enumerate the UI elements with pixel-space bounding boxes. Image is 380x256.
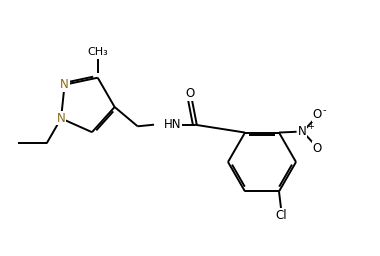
Text: O: O	[313, 142, 322, 155]
Text: N: N	[298, 125, 307, 138]
Text: O: O	[185, 87, 195, 100]
Text: -: -	[322, 105, 326, 115]
Text: N: N	[57, 112, 65, 125]
Text: CH₃: CH₃	[87, 47, 108, 57]
Text: HN: HN	[164, 118, 181, 131]
Text: N: N	[60, 78, 69, 91]
Text: Cl: Cl	[275, 209, 287, 222]
Text: O: O	[313, 109, 322, 121]
Text: +: +	[307, 122, 314, 131]
